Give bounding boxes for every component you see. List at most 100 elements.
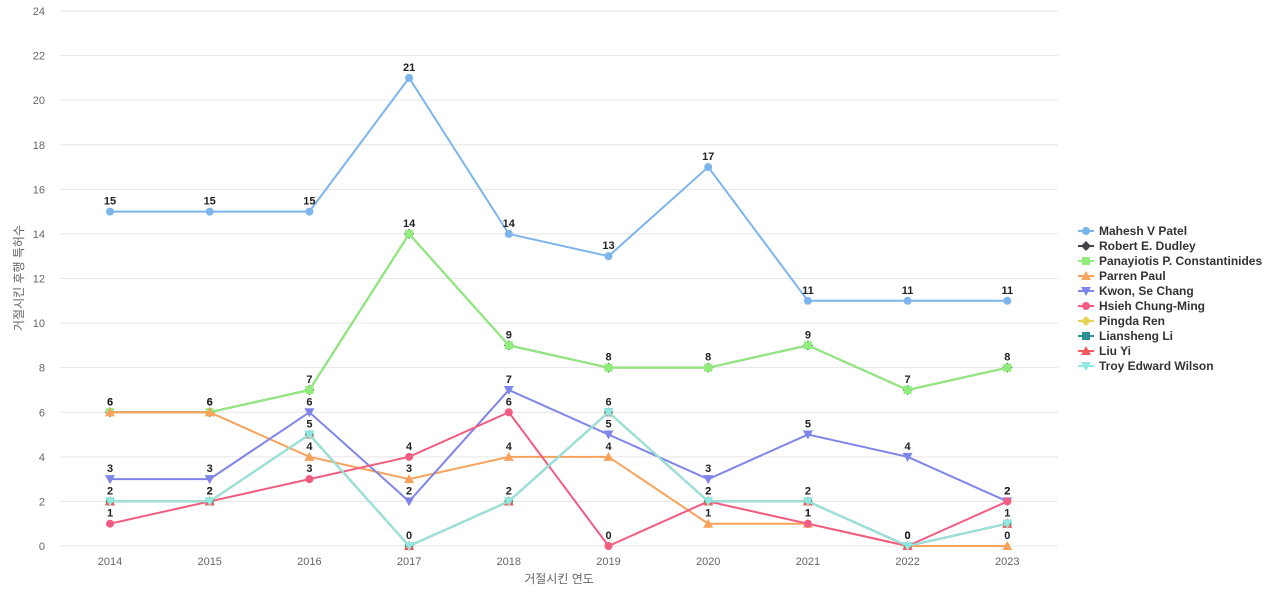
- data-label: 8: [1004, 352, 1010, 364]
- y-tick-label: 20: [33, 95, 45, 107]
- data-label: 11: [1001, 285, 1013, 297]
- data-label: 2: [207, 485, 213, 497]
- legend-label[interactable]: Hsieh Chung-Ming: [1099, 299, 1205, 313]
- legend-item[interactable]: Liansheng Li: [1078, 329, 1173, 343]
- data-label: 4: [506, 441, 513, 453]
- legend-marker: [1081, 362, 1091, 371]
- data-point[interactable]: [204, 475, 215, 485]
- data-point[interactable]: [802, 430, 813, 440]
- data-point[interactable]: [204, 497, 215, 507]
- data-point[interactable]: [305, 475, 314, 484]
- data-label: 5: [805, 419, 811, 431]
- series-line[interactable]: [110, 76, 1008, 302]
- series-mahesh-v-patel[interactable]: [106, 73, 1012, 305]
- data-point[interactable]: [603, 408, 614, 418]
- data-point[interactable]: [1003, 363, 1012, 372]
- series-troy-edward-wilson[interactable]: [105, 408, 1013, 551]
- data-point[interactable]: [803, 341, 812, 350]
- data-label: 2: [705, 485, 711, 497]
- data-point[interactable]: [802, 497, 813, 507]
- data-point[interactable]: [304, 430, 315, 440]
- legend-label[interactable]: Liansheng Li: [1099, 329, 1173, 343]
- data-point[interactable]: [803, 296, 812, 305]
- series-kwon-se-chang[interactable]: [105, 385, 1013, 507]
- data-label: 1: [705, 508, 711, 520]
- legend-item[interactable]: Robert E. Dudley: [1078, 239, 1196, 253]
- legend-marker: [1081, 241, 1091, 251]
- data-point[interactable]: [503, 497, 514, 507]
- data-point[interactable]: [903, 296, 912, 305]
- legend-label[interactable]: Liu Yi: [1099, 344, 1131, 358]
- legend-item[interactable]: Pingda Ren: [1078, 314, 1165, 328]
- data-point[interactable]: [903, 385, 912, 394]
- data-point[interactable]: [604, 542, 613, 550]
- data-point[interactable]: [803, 519, 812, 528]
- data-label: 11: [802, 285, 814, 297]
- data-point[interactable]: [503, 385, 514, 395]
- data-point[interactable]: [106, 519, 114, 528]
- data-label: 6: [306, 396, 312, 408]
- data-point[interactable]: [304, 408, 315, 418]
- legend-item[interactable]: Hsieh Chung-Ming: [1078, 299, 1205, 313]
- data-point[interactable]: [304, 451, 315, 461]
- data-point[interactable]: [205, 207, 214, 216]
- data-label: 17: [702, 151, 714, 163]
- legend-label[interactable]: Robert E. Dudley: [1099, 239, 1196, 253]
- data-point[interactable]: [204, 407, 215, 417]
- data-label: 2: [1004, 485, 1010, 497]
- data-point[interactable]: [604, 252, 613, 261]
- data-point[interactable]: [105, 407, 115, 417]
- y-tick-label: 22: [33, 51, 45, 63]
- legend-item[interactable]: Troy Edward Wilson: [1078, 359, 1214, 373]
- data-point[interactable]: [404, 542, 415, 551]
- data-point[interactable]: [405, 229, 414, 238]
- data-point[interactable]: [504, 408, 513, 417]
- legend-item[interactable]: Panayiotis P. Constantinides: [1078, 254, 1262, 268]
- legend-label[interactable]: Pingda Ren: [1099, 314, 1165, 328]
- data-point[interactable]: [902, 542, 913, 551]
- data-point[interactable]: [105, 475, 115, 485]
- legend-label[interactable]: Panayiotis P. Constantinides: [1099, 254, 1262, 268]
- legend-item[interactable]: Liu Yi: [1078, 344, 1131, 358]
- data-point[interactable]: [902, 452, 913, 462]
- data-label: 3: [406, 463, 412, 475]
- legend-label[interactable]: Mahesh V Patel: [1099, 224, 1187, 238]
- data-point[interactable]: [1002, 519, 1013, 529]
- data-point[interactable]: [105, 497, 115, 507]
- data-point[interactable]: [1002, 541, 1013, 550]
- legend-item[interactable]: Mahesh V Patel: [1078, 224, 1187, 238]
- data-point[interactable]: [405, 452, 414, 461]
- legend-item[interactable]: Parren Paul: [1078, 269, 1166, 283]
- data-point[interactable]: [1003, 497, 1012, 506]
- data-point[interactable]: [504, 229, 513, 238]
- x-axis-ticks: 2014 2015 2016 2017 2018 2019 2020 2021 2022 2023: [98, 556, 1020, 568]
- data-point[interactable]: [704, 363, 713, 372]
- data-point[interactable]: [603, 451, 614, 461]
- data-point[interactable]: [704, 163, 713, 172]
- data-point[interactable]: [604, 363, 613, 372]
- series-line[interactable]: [110, 388, 1008, 503]
- data-point[interactable]: [504, 341, 513, 350]
- data-point[interactable]: [503, 451, 514, 461]
- data-point[interactable]: [703, 497, 714, 507]
- series-line[interactable]: [109, 411, 1008, 548]
- data-point[interactable]: [305, 385, 314, 394]
- gridlines: [60, 10, 1058, 547]
- data-point[interactable]: [703, 475, 714, 485]
- data-point[interactable]: [305, 207, 314, 216]
- data-label: 13: [602, 240, 614, 252]
- legend-label[interactable]: Kwon, Se Chang: [1099, 284, 1194, 298]
- legend-label[interactable]: Parren Paul: [1099, 269, 1166, 283]
- data-point[interactable]: [1003, 296, 1012, 305]
- legend-item[interactable]: Kwon, Se Chang: [1078, 284, 1194, 298]
- data-point[interactable]: [703, 518, 714, 528]
- data-point[interactable]: [405, 73, 414, 82]
- series-line[interactable]: [110, 232, 1008, 414]
- data-point[interactable]: [106, 207, 114, 216]
- data-point[interactable]: [404, 497, 415, 507]
- legend-label[interactable]: Troy Edward Wilson: [1099, 359, 1214, 373]
- data-point[interactable]: [603, 430, 614, 440]
- series-line[interactable]: [110, 410, 1008, 548]
- data-point[interactable]: [404, 474, 415, 484]
